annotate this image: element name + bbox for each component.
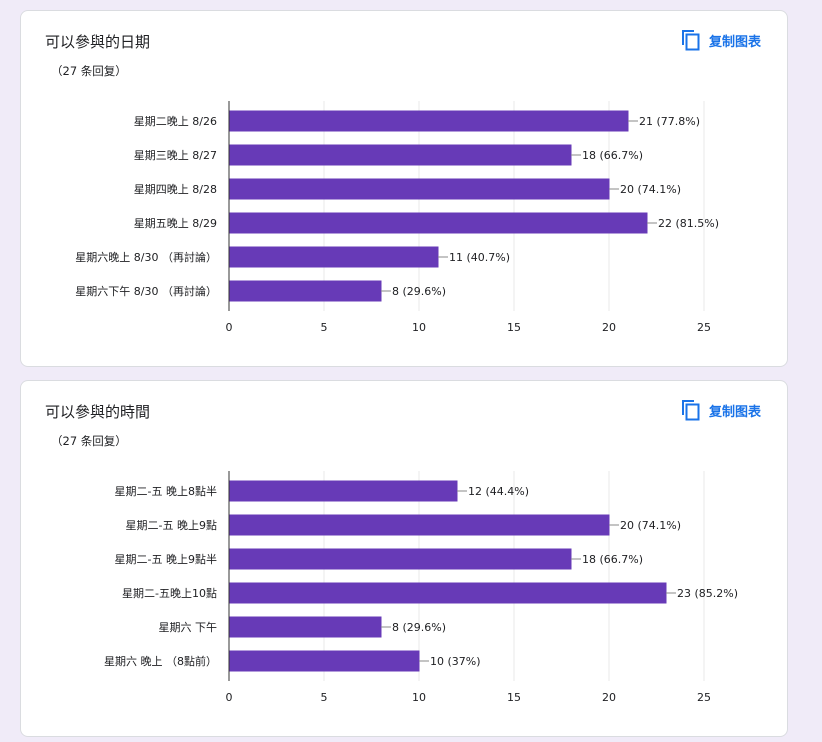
value-label: 10 (37%) bbox=[430, 655, 481, 668]
bar bbox=[229, 110, 629, 132]
value-label: 20 (74.1%) bbox=[620, 519, 681, 532]
chart-title: 可以參與的日期 bbox=[45, 33, 151, 51]
category-label: 星期六晚上 8/30 （再討論） bbox=[75, 250, 217, 264]
category-label: 星期三晚上 8/27 bbox=[134, 149, 217, 162]
response-count: （27 条回复） bbox=[51, 434, 127, 448]
bar bbox=[229, 548, 572, 570]
category-label: 星期五晚上 8/29 bbox=[134, 217, 217, 230]
bar bbox=[229, 616, 382, 638]
bar bbox=[229, 480, 458, 502]
bar bbox=[229, 280, 382, 302]
x-tick-label: 0 bbox=[226, 321, 233, 333]
category-label: 星期二-五 晚上9點半 bbox=[115, 552, 217, 566]
value-label: 8 (29.6%) bbox=[392, 621, 446, 634]
bar bbox=[229, 650, 420, 672]
category-label: 星期二晚上 8/26 bbox=[134, 115, 217, 128]
x-tick-label: 5 bbox=[321, 691, 328, 703]
x-tick-label: 25 bbox=[697, 321, 711, 333]
copy-icon bbox=[681, 30, 700, 51]
bar bbox=[229, 514, 610, 536]
category-label: 星期二-五 晚上8點半 bbox=[115, 484, 217, 498]
bar bbox=[229, 246, 439, 268]
copy-chart-label: 复制图表 bbox=[708, 34, 761, 50]
x-tick-label: 10 bbox=[412, 321, 426, 333]
x-tick-label: 0 bbox=[226, 691, 233, 703]
copy-chart-button[interactable]: 复制图表 bbox=[681, 399, 761, 421]
value-label: 18 (66.7%) bbox=[582, 149, 643, 162]
category-label: 星期六 下午 bbox=[159, 621, 218, 634]
category-label: 星期二-五晚上10點 bbox=[122, 587, 217, 600]
bar bbox=[229, 212, 648, 234]
copy-icon bbox=[681, 400, 700, 421]
category-label: 星期二-五 晚上9點 bbox=[126, 519, 217, 532]
chart-card-times: 可以參與的時間 （27 条回复） 复制图表 0 5 10 15 20 25 星期二-五 晚上… bbox=[20, 380, 788, 737]
x-tick-label: 15 bbox=[507, 321, 521, 333]
x-tick-label: 5 bbox=[321, 321, 328, 333]
chart-card-dates: 可以參與的日期 （27 条回复） 复制图表 0 5 10 15 20 25 星期二晚上 8/… bbox=[20, 10, 788, 367]
value-label: 11 (40.7%) bbox=[449, 251, 510, 264]
value-label: 21 (77.8%) bbox=[639, 115, 700, 128]
value-label: 12 (44.4%) bbox=[468, 485, 529, 498]
bar-chart: 0 5 10 15 20 25 星期二晚上 8/26 21 (77.8%) 星期三晚上 8/27… bbox=[75, 101, 719, 333]
x-tick-label: 25 bbox=[697, 691, 711, 703]
bar-chart: 0 5 10 15 20 25 星期二-五 晚上8點半 12 (44.4%) 星期二-五 晚上9… bbox=[104, 471, 738, 703]
category-label: 星期四晚上 8/28 bbox=[134, 183, 217, 196]
category-label: 星期六下午 8/30 （再討論） bbox=[75, 284, 217, 298]
x-tick-label: 10 bbox=[412, 691, 426, 703]
value-label: 8 (29.6%) bbox=[392, 285, 446, 298]
value-label: 20 (74.1%) bbox=[620, 183, 681, 196]
response-count: （27 条回复） bbox=[51, 64, 127, 78]
x-tick-label: 20 bbox=[602, 691, 616, 703]
value-label: 23 (85.2%) bbox=[677, 587, 738, 600]
copy-chart-button[interactable]: 复制图表 bbox=[681, 29, 761, 51]
value-label: 18 (66.7%) bbox=[582, 553, 643, 566]
category-label: 星期六 晚上 （8點前） bbox=[104, 654, 217, 668]
x-tick-label: 15 bbox=[507, 691, 521, 703]
bar bbox=[229, 582, 667, 604]
chart-title: 可以參與的時間 bbox=[45, 403, 151, 421]
x-tick-label: 20 bbox=[602, 321, 616, 333]
bar bbox=[229, 178, 610, 200]
copy-chart-label: 复制图表 bbox=[708, 404, 761, 420]
value-label: 22 (81.5%) bbox=[658, 217, 719, 230]
bar bbox=[229, 144, 572, 166]
